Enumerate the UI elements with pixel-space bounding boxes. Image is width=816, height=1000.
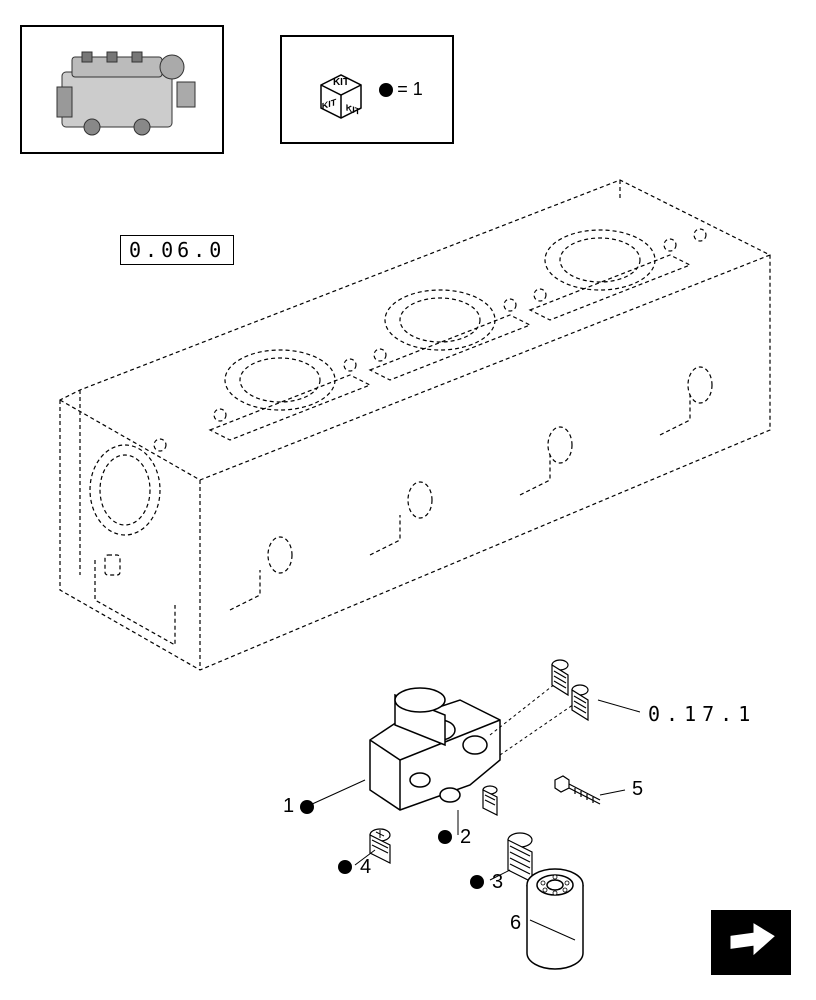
callout-dot-1 xyxy=(300,800,314,814)
callout-dot-4 xyxy=(338,860,352,874)
part-6-filter xyxy=(527,869,583,969)
part-4 xyxy=(370,829,390,863)
callout-4: 4 xyxy=(360,856,371,879)
callout-2: 2 xyxy=(460,826,471,849)
part-3 xyxy=(508,833,532,882)
fittings xyxy=(552,660,588,720)
callout-6: 6 xyxy=(510,912,521,935)
callout-dot-2 xyxy=(438,830,452,844)
callout-3: 3 xyxy=(492,871,503,894)
part-2 xyxy=(483,786,497,815)
callout-5: 5 xyxy=(632,778,643,801)
callout-1: 1 xyxy=(283,795,294,818)
callout-dot-3 xyxy=(470,875,484,889)
line-reference-label: 0.17.1 xyxy=(640,700,764,728)
parts-diagram xyxy=(0,0,816,1000)
block-reference-label: 0.06.0 xyxy=(120,235,234,265)
part-5 xyxy=(555,776,600,804)
nav-next-button[interactable] xyxy=(711,910,791,975)
arrow-right-icon xyxy=(726,923,776,963)
filter-housing xyxy=(370,688,500,810)
